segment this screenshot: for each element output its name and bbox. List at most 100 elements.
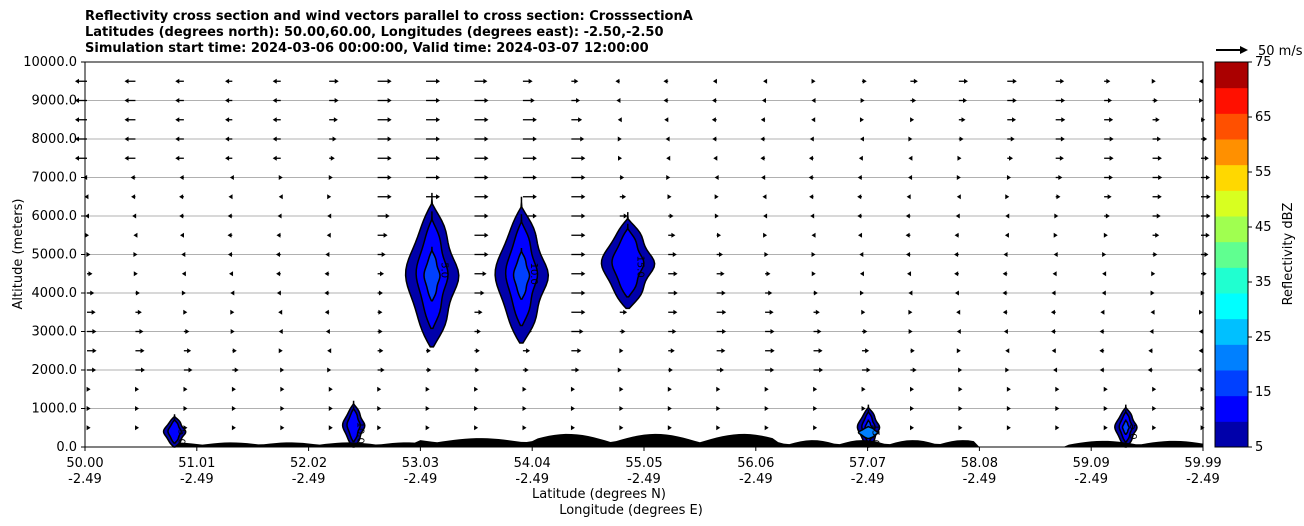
wind-arrowhead — [278, 329, 283, 334]
wind-arrowhead — [227, 252, 232, 257]
wind-arrowhead — [333, 117, 338, 123]
wind-arrowhead — [1105, 213, 1110, 219]
colorbar-segment — [1215, 344, 1248, 371]
colorbar-segment — [1215, 241, 1248, 268]
wind-arrowhead — [671, 232, 676, 238]
x-tick-label-lat: 50.00 — [66, 456, 103, 471]
wind-arrowhead — [1204, 155, 1209, 161]
y-tick-label: 2000.0 — [32, 363, 78, 378]
wind-arrowhead — [230, 309, 235, 315]
wind-arrowhead — [484, 117, 489, 123]
wind-arrowhead — [961, 117, 966, 123]
x-tick-label-lon: -2.49 — [404, 472, 438, 487]
wind-arrowhead — [913, 78, 918, 84]
wind-arrowhead — [232, 348, 237, 354]
y-tick-label: 5000.0 — [32, 248, 78, 263]
wind-arrowhead — [377, 386, 382, 392]
wind-arrowhead — [387, 136, 392, 142]
wind-arrowhead — [761, 175, 766, 180]
wind-arrowhead — [958, 406, 963, 411]
wind-arrowhead — [135, 425, 140, 431]
wind-arrowhead — [809, 194, 814, 200]
wind-arrowhead — [716, 425, 721, 431]
wind-arrowhead — [623, 309, 628, 315]
wind-arrowhead — [1103, 406, 1108, 411]
wind-arrowhead — [760, 155, 765, 161]
wind-arrowhead — [1202, 271, 1207, 277]
wind-arrowhead — [175, 136, 180, 142]
wind-arrowhead — [484, 136, 489, 142]
wind-arrowhead — [475, 348, 480, 354]
wind-arrowhead — [1199, 329, 1203, 334]
wind-arrowhead — [532, 155, 537, 161]
wind-arrowhead — [1157, 155, 1162, 161]
wind-arrowhead — [139, 329, 144, 334]
wind-arrowhead — [1006, 175, 1011, 180]
wind-arrowhead — [955, 213, 960, 219]
wind-arrowhead — [1151, 78, 1156, 84]
wind-arrowhead — [436, 194, 441, 200]
wind-arrowhead — [280, 406, 285, 411]
x-tick-label-lon: -2.49 — [515, 472, 549, 487]
wind-arrowhead — [328, 425, 333, 431]
wind-arrowhead — [88, 271, 93, 277]
x-axis-label-lon: Longitude (degrees E) — [559, 503, 703, 518]
wind-arrowhead — [714, 175, 719, 180]
x-axis-label-lat: Latitude (degrees N) — [532, 487, 666, 502]
wind-arrowhead — [720, 271, 725, 277]
wind-arrowhead — [75, 117, 79, 123]
wind-arrowhead — [712, 78, 717, 84]
wind-arrowhead — [1002, 271, 1007, 277]
wind-arrowhead — [620, 175, 625, 180]
wind-arrowhead — [378, 329, 383, 334]
wind-arrowhead — [954, 232, 959, 238]
wind-arrowhead — [378, 290, 383, 296]
wind-arrowhead — [225, 98, 230, 103]
wind-arrowhead — [532, 175, 537, 180]
wind-arrowhead — [1012, 98, 1017, 103]
wind-arrowhead — [570, 406, 575, 411]
y-tick-label: 10000.0 — [23, 55, 77, 70]
wind-arrowhead — [474, 425, 479, 431]
wind-arrowhead — [908, 175, 913, 180]
wind-arrowhead — [227, 232, 232, 238]
wind-arrowhead — [272, 98, 277, 103]
wind-arrowhead — [275, 252, 280, 257]
wind-arrowhead — [484, 232, 489, 238]
wind-arrowhead — [1055, 386, 1060, 392]
wind-arrowhead — [910, 117, 915, 123]
wind-arrowhead — [764, 386, 769, 392]
wind-arrowhead — [280, 386, 285, 392]
wind-arrowhead — [1100, 309, 1105, 315]
x-tick-label-lat: 58.08 — [961, 456, 998, 471]
wind-arrowhead — [815, 309, 820, 315]
wind-arrowhead — [175, 78, 180, 84]
wind-arrowhead — [616, 98, 621, 103]
reflectivity-cell-core — [423, 246, 441, 302]
wind-arrowhead — [764, 425, 769, 431]
wind-arrowhead — [1053, 252, 1058, 257]
wind-arrowhead — [135, 386, 140, 392]
wind-arrowhead — [1206, 213, 1211, 219]
wind-arrowhead — [328, 175, 333, 180]
wind-arrowhead — [910, 348, 915, 354]
wind-arrowhead — [859, 271, 864, 277]
wind-arrowhead — [1109, 155, 1114, 161]
wind-arrowhead — [278, 194, 283, 200]
wind-arrowhead — [581, 271, 586, 277]
x-tick-label-lon: -2.49 — [627, 472, 661, 487]
wind-arrowhead — [280, 425, 285, 431]
wind-arrowhead — [425, 406, 430, 411]
wind-arrowhead — [617, 367, 622, 373]
colorbar-segment — [1215, 216, 1248, 243]
x-tick-label-lon: -2.49 — [292, 472, 326, 487]
wind-arrowhead — [1198, 348, 1203, 354]
wind-arrowhead — [1103, 425, 1108, 431]
wind-arrowhead — [387, 78, 392, 84]
x-tick-label-lat: 53.03 — [402, 456, 439, 471]
wind-arrowhead — [809, 136, 814, 142]
x-tick-label-lon: -2.49 — [963, 472, 997, 487]
wind-arrowhead — [1152, 425, 1157, 431]
wind-arrowhead — [522, 425, 527, 431]
wind-arrowhead — [131, 194, 136, 200]
